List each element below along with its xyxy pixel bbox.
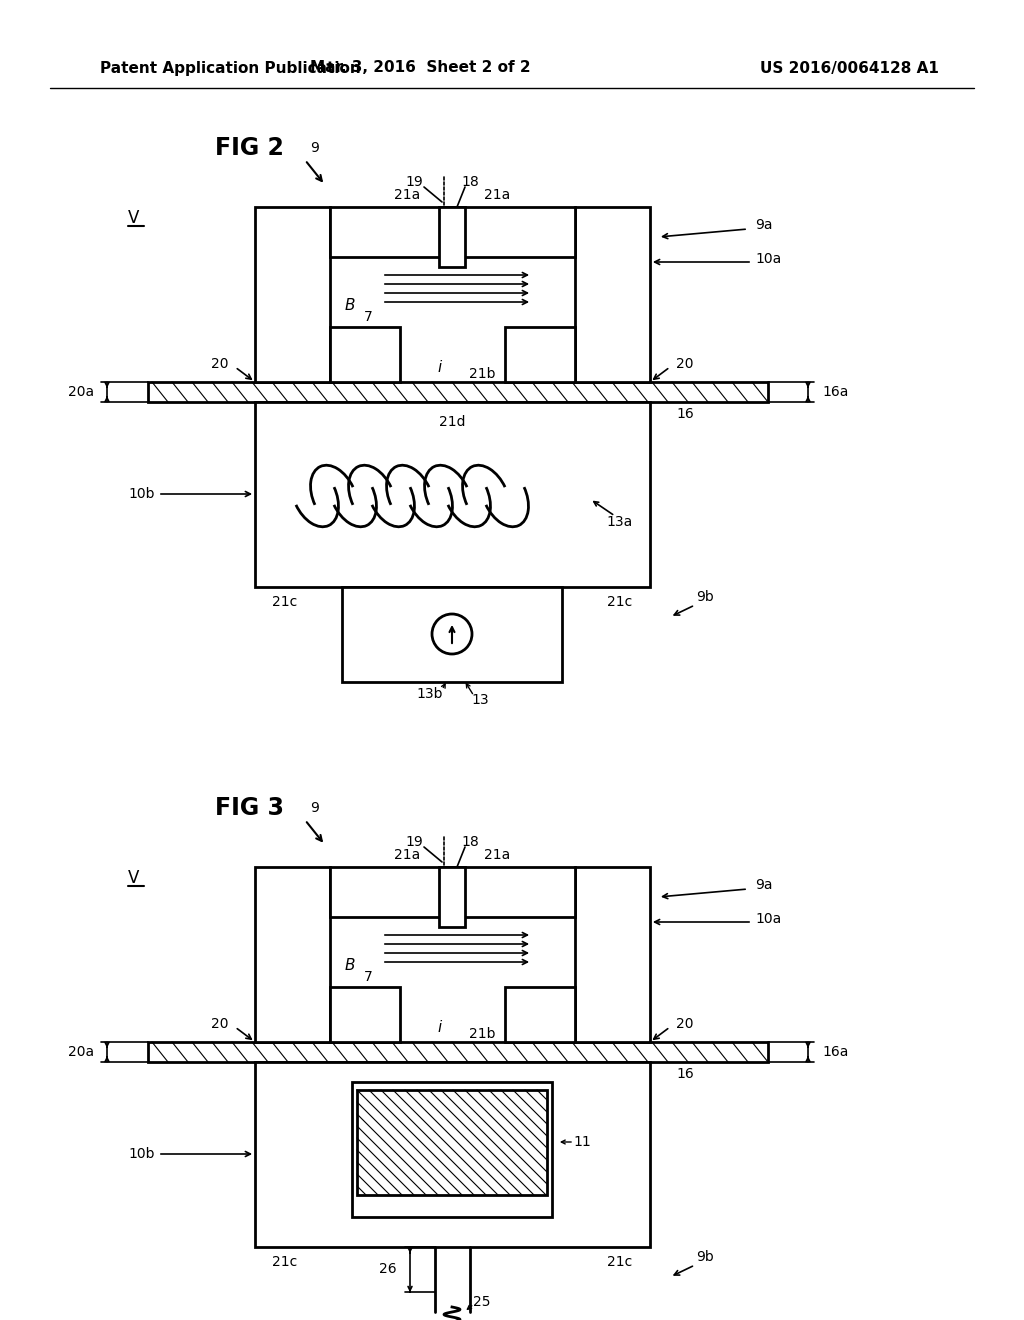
Text: 21c: 21c [272, 1255, 298, 1269]
Text: 9a: 9a [755, 878, 772, 892]
Bar [330, 207, 575, 257]
Bar [330, 327, 400, 381]
Text: 7: 7 [364, 310, 373, 323]
Text: FIG 2: FIG 2 [215, 136, 284, 160]
Bar [255, 867, 330, 1041]
Text: 9b: 9b [696, 590, 714, 605]
Text: 20: 20 [211, 1016, 228, 1031]
Bar [575, 207, 650, 381]
Text: 9: 9 [310, 801, 318, 814]
Text: 16a: 16a [822, 385, 848, 399]
Text: 13: 13 [471, 693, 488, 708]
Text: US 2016/0064128 A1: US 2016/0064128 A1 [760, 61, 939, 75]
Text: 11: 11 [573, 1135, 591, 1148]
Text: 10b: 10b [128, 1147, 155, 1162]
Text: 25: 25 [473, 1295, 490, 1309]
Text: 21a: 21a [484, 187, 510, 202]
Text: 20a: 20a [68, 385, 94, 399]
Text: 21b: 21b [469, 367, 496, 381]
Text: B: B [345, 957, 355, 973]
Bar [148, 1041, 768, 1063]
Bar [505, 987, 575, 1041]
Text: 16: 16 [676, 1067, 694, 1081]
Bar [148, 381, 768, 403]
Bar [330, 867, 575, 917]
Text: i: i [438, 1019, 442, 1035]
Bar [330, 987, 400, 1041]
Text: i: i [438, 359, 442, 375]
Text: 9b: 9b [696, 1250, 714, 1265]
Text: V: V [128, 869, 139, 887]
Text: 16: 16 [676, 407, 694, 421]
Text: 20: 20 [676, 1016, 693, 1031]
Text: 21d: 21d [438, 414, 465, 429]
Text: 21b: 21b [469, 1027, 496, 1041]
Text: 9: 9 [310, 141, 318, 154]
Text: 10a: 10a [755, 912, 781, 927]
Text: FIG 3: FIG 3 [215, 796, 284, 820]
Text: V: V [128, 209, 139, 227]
Bar [439, 867, 465, 927]
Text: 13b: 13b [417, 686, 443, 701]
Text: 20a: 20a [68, 1045, 94, 1059]
Bar [255, 403, 650, 587]
Bar [255, 1063, 650, 1247]
Bar [342, 587, 562, 682]
Text: 21c: 21c [607, 1255, 633, 1269]
Text: 21c: 21c [272, 595, 298, 609]
Text: 13a: 13a [607, 515, 633, 529]
Bar [352, 1082, 552, 1217]
Text: B: B [345, 297, 355, 313]
Text: Mar. 3, 2016  Sheet 2 of 2: Mar. 3, 2016 Sheet 2 of 2 [309, 61, 530, 75]
Text: 18: 18 [461, 176, 479, 189]
Bar [439, 207, 465, 267]
Text: 16a: 16a [822, 1045, 848, 1059]
Text: 26: 26 [379, 1262, 397, 1276]
Text: 9a: 9a [755, 218, 772, 232]
Text: 21a: 21a [394, 187, 420, 202]
Text: 20: 20 [211, 356, 228, 371]
Bar [575, 867, 650, 1041]
Text: 21a: 21a [394, 847, 420, 862]
Text: 10b: 10b [128, 487, 155, 502]
Text: 19: 19 [406, 176, 423, 189]
Text: 7: 7 [364, 970, 373, 983]
Text: 10a: 10a [755, 252, 781, 267]
Text: 21a: 21a [484, 847, 510, 862]
Bar [505, 327, 575, 381]
Bar [255, 207, 330, 381]
Text: Patent Application Publication: Patent Application Publication [100, 61, 360, 75]
Text: 21c: 21c [607, 595, 633, 609]
Text: 20: 20 [676, 356, 693, 371]
Bar [357, 1090, 547, 1195]
Text: 19: 19 [406, 836, 423, 849]
Text: 18: 18 [461, 836, 479, 849]
